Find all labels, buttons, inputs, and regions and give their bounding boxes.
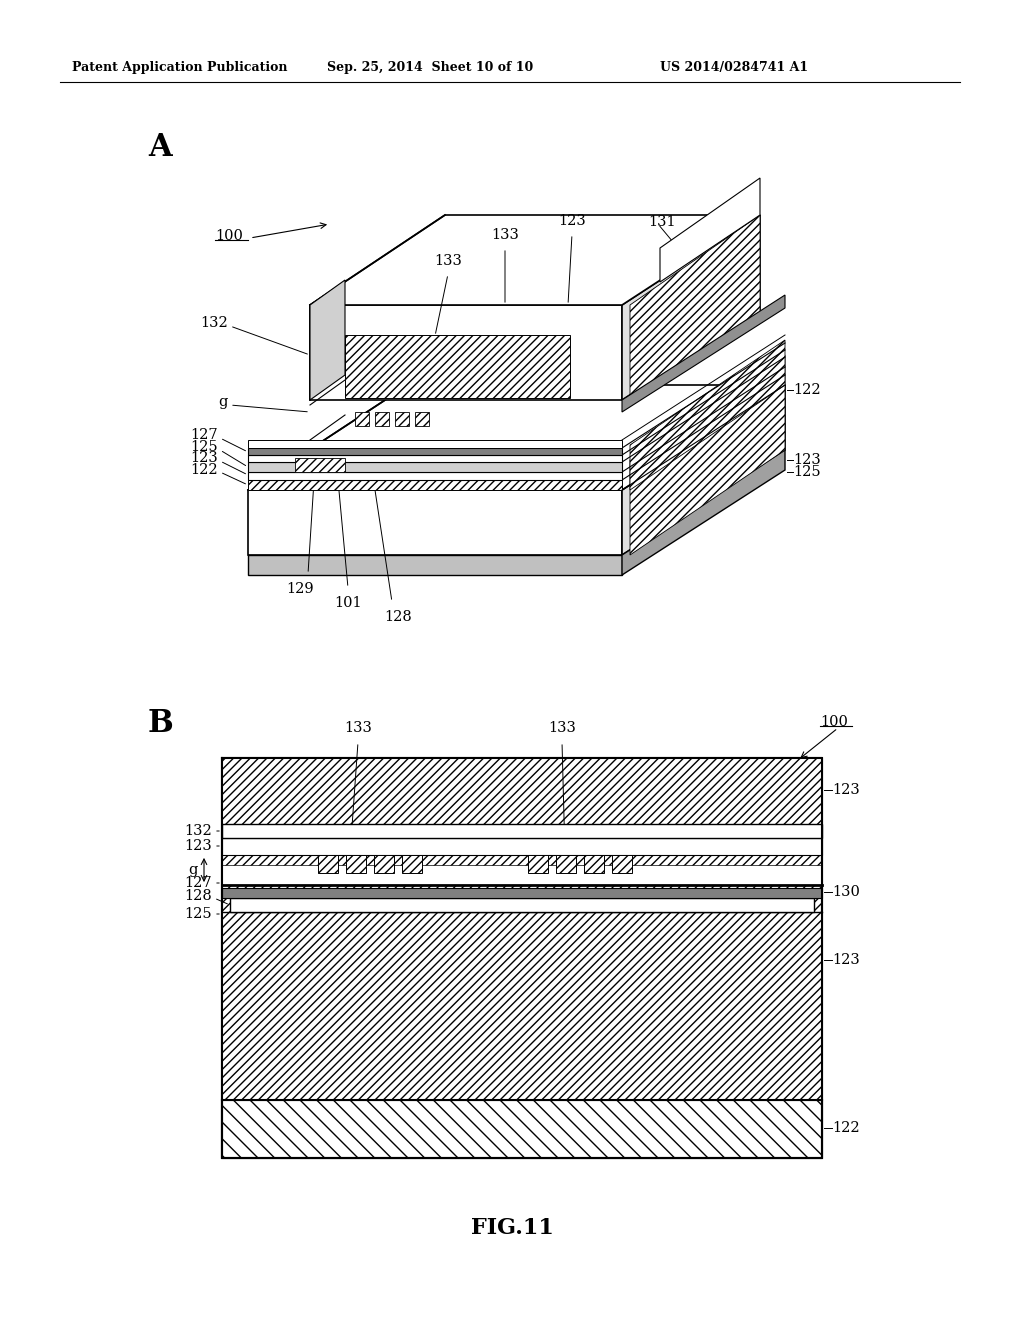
Polygon shape <box>230 898 814 912</box>
Text: FIG.11: FIG.11 <box>471 1217 553 1239</box>
Text: 129: 129 <box>286 582 313 597</box>
Text: 101: 101 <box>334 597 361 610</box>
Text: 122: 122 <box>793 383 820 397</box>
Polygon shape <box>222 758 822 824</box>
Polygon shape <box>222 865 822 884</box>
Polygon shape <box>622 294 785 412</box>
Text: 125: 125 <box>184 907 212 921</box>
Polygon shape <box>248 455 622 462</box>
Text: 130: 130 <box>831 884 860 899</box>
Polygon shape <box>660 178 760 282</box>
Text: 133: 133 <box>434 253 462 268</box>
Polygon shape <box>248 473 622 480</box>
Text: g: g <box>188 863 198 876</box>
Polygon shape <box>310 280 345 400</box>
Text: 100: 100 <box>820 715 848 729</box>
Polygon shape <box>222 888 822 898</box>
Polygon shape <box>222 838 822 855</box>
Polygon shape <box>556 855 575 873</box>
Polygon shape <box>248 462 622 473</box>
Polygon shape <box>584 855 604 873</box>
Polygon shape <box>248 385 785 490</box>
Text: US 2014/0284741 A1: US 2014/0284741 A1 <box>660 62 808 74</box>
Polygon shape <box>630 215 760 400</box>
Polygon shape <box>345 335 570 399</box>
Text: 128: 128 <box>384 610 412 624</box>
Text: 123: 123 <box>831 783 860 797</box>
Polygon shape <box>248 440 622 447</box>
Polygon shape <box>222 824 822 838</box>
Text: B: B <box>148 708 174 739</box>
Polygon shape <box>630 341 785 490</box>
Text: 127: 127 <box>184 876 212 890</box>
Polygon shape <box>415 412 429 426</box>
Text: 133: 133 <box>492 228 519 242</box>
Polygon shape <box>222 1100 822 1158</box>
Text: Patent Application Publication: Patent Application Publication <box>72 62 288 74</box>
Text: 123: 123 <box>558 214 586 228</box>
Polygon shape <box>248 554 622 576</box>
Polygon shape <box>346 855 366 873</box>
Polygon shape <box>528 855 548 873</box>
Text: 133: 133 <box>548 721 575 735</box>
Polygon shape <box>310 215 760 305</box>
Text: 123: 123 <box>190 451 218 465</box>
Polygon shape <box>355 412 369 426</box>
Text: 125: 125 <box>793 465 820 479</box>
Text: 125: 125 <box>190 440 218 454</box>
Polygon shape <box>630 355 785 554</box>
Text: 132: 132 <box>184 824 212 838</box>
Text: 132: 132 <box>201 315 228 330</box>
Text: 133: 133 <box>344 721 372 735</box>
Text: 127: 127 <box>190 428 218 442</box>
Polygon shape <box>295 458 345 473</box>
Polygon shape <box>318 855 338 873</box>
Polygon shape <box>612 855 632 873</box>
Polygon shape <box>248 490 622 554</box>
Polygon shape <box>402 855 422 873</box>
Polygon shape <box>622 450 785 576</box>
Polygon shape <box>248 447 622 455</box>
Polygon shape <box>622 385 785 554</box>
Polygon shape <box>395 412 409 426</box>
Polygon shape <box>310 305 622 400</box>
Polygon shape <box>622 215 760 400</box>
Text: 130: 130 <box>706 227 734 242</box>
Text: 123: 123 <box>831 953 860 968</box>
Text: 128: 128 <box>184 888 212 903</box>
Polygon shape <box>374 855 394 873</box>
Text: g: g <box>219 395 228 409</box>
Polygon shape <box>222 758 822 1158</box>
Polygon shape <box>375 412 389 426</box>
Text: 131: 131 <box>648 215 676 228</box>
Text: 122: 122 <box>831 1121 859 1135</box>
Polygon shape <box>222 912 822 1100</box>
Text: A: A <box>148 132 172 162</box>
Polygon shape <box>248 480 622 490</box>
Text: 123: 123 <box>184 840 212 853</box>
Text: 122: 122 <box>190 463 218 477</box>
Text: Sep. 25, 2014  Sheet 10 of 10: Sep. 25, 2014 Sheet 10 of 10 <box>327 62 534 74</box>
Text: 100: 100 <box>215 228 243 243</box>
Text: 123: 123 <box>793 453 821 467</box>
